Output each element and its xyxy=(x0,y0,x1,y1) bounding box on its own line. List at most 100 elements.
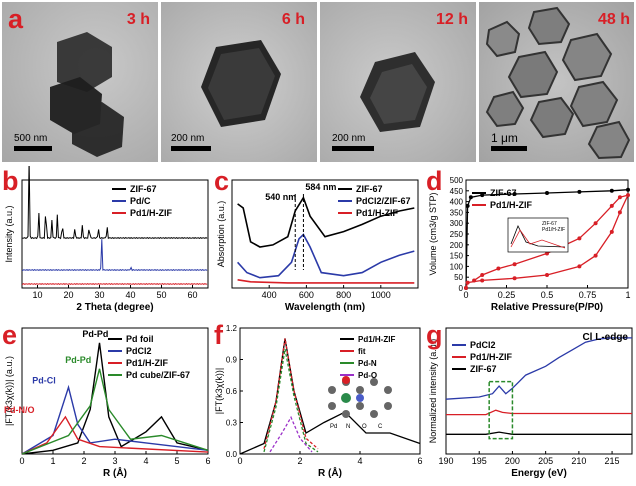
series-line-1 xyxy=(263,338,319,450)
scale-bar xyxy=(332,146,374,151)
x-axis-label: Energy (eV) xyxy=(511,468,567,479)
x-axis-label: Relative Pressure(P/P0) xyxy=(491,302,603,313)
data-point xyxy=(480,278,485,283)
scale-bar xyxy=(491,146,527,151)
plot-frame xyxy=(231,179,419,289)
legend-entry: PdCl2 xyxy=(126,346,152,356)
x-tick-label: 40 xyxy=(125,290,135,300)
tem-particle-6h xyxy=(201,40,281,127)
legend-entry: Pd1/H-ZIF xyxy=(126,358,169,368)
scale-label: 1 μm xyxy=(491,131,518,145)
data-point xyxy=(609,188,614,193)
scale-bar xyxy=(14,146,52,151)
x-tick-label: 1000 xyxy=(371,290,391,300)
annotation: Pd-Pd xyxy=(82,329,108,339)
tem-particle-12h xyxy=(360,52,435,132)
series-line-2 xyxy=(22,282,208,286)
structure-legend-entry: Pd xyxy=(330,424,337,430)
x-tick-label: 1 xyxy=(625,290,630,300)
legend-entry: ZIF-67 xyxy=(130,184,157,194)
x-tick-label: 50 xyxy=(156,290,166,300)
legend-entry: Pd1/H-ZIF xyxy=(470,352,513,362)
data-point xyxy=(512,192,517,197)
legend-entry: Pd-N xyxy=(358,359,377,368)
x-tick-label: 4 xyxy=(357,456,362,466)
panel-label-f: f xyxy=(214,320,224,350)
annotation: 540 nm xyxy=(265,192,296,202)
series-line-1 xyxy=(22,239,208,272)
x-tick-label: 0.5 xyxy=(541,290,554,300)
scale-label: 200 nm xyxy=(332,133,366,144)
annotation: 584 nm xyxy=(305,182,336,192)
uv-vis-chart: 400 600 800 1000 Wavelength (nm) Absorption (… xyxy=(214,166,419,313)
panel-label-e: e xyxy=(2,320,17,350)
y-axis-label: Volume (cm3/g STP) xyxy=(428,192,438,275)
scale-bar xyxy=(171,146,211,151)
legend-entry: Pd cube/ZIF-67 xyxy=(126,370,190,380)
pd-atom xyxy=(341,393,351,403)
x-tick-label: 20 xyxy=(63,290,73,300)
x-tick-label: 1 xyxy=(50,456,55,466)
y-tick-label: 0.9 xyxy=(226,356,238,365)
carbon-atom xyxy=(328,402,336,410)
data-point xyxy=(593,253,598,258)
legend-entry: fit xyxy=(358,347,366,356)
y-tick-label: 200 xyxy=(450,241,464,250)
n2-isotherm-chart: 0 0.25 0.5 0.75 1 Relative Pressure(P/P0) Volu… xyxy=(426,166,631,313)
carbon-atom xyxy=(370,410,378,418)
y-tick-label: 0 xyxy=(459,284,464,293)
cl-ledge-chart: 190 195 200 205 210 215 Energy (eV) Normalized … xyxy=(426,320,633,479)
data-point xyxy=(512,276,517,281)
annotation: Pd-Pd xyxy=(65,355,91,365)
x-tick-label: 6 xyxy=(417,456,422,466)
structure-legend-entry: O xyxy=(362,424,367,430)
data-point xyxy=(617,210,622,215)
exafs-chart: 0 1 2 3 4 5 6 R (Å) |FT(k3χ(k))| (a.u.) Pd-Pd Pd-P… xyxy=(2,320,211,479)
data-point xyxy=(545,190,549,195)
y-tick-label: 500 xyxy=(450,176,464,185)
time-label-3h: 3 h xyxy=(126,11,150,28)
x-tick-label: 210 xyxy=(571,456,586,466)
inset-legend-entry: Pd1/H-ZIF xyxy=(542,227,565,233)
x-axis-label: 2 Theta (degree) xyxy=(76,302,153,313)
carbon-atom xyxy=(342,410,350,418)
data-point xyxy=(480,273,485,278)
x-tick-label: 400 xyxy=(262,290,277,300)
y-tick-label: 350 xyxy=(450,208,464,217)
y-tick-label: 100 xyxy=(450,262,464,271)
series-line-2 xyxy=(446,431,632,435)
series-line-0 xyxy=(239,338,421,455)
y-tick-label: 300 xyxy=(450,219,464,228)
series-line-0 xyxy=(21,166,208,240)
data-point xyxy=(464,286,468,290)
x-tick-label: 30 xyxy=(94,290,104,300)
y-tick-label: 150 xyxy=(450,252,464,261)
y-tick-label: 1.2 xyxy=(226,324,238,333)
legend-entry: PdCl2 xyxy=(470,340,496,350)
y-tick-label: 50 xyxy=(454,273,463,282)
panel-label-b: b xyxy=(2,166,19,196)
plot-frame xyxy=(21,179,209,289)
plot-frame xyxy=(21,327,209,455)
x-tick-label: 4 xyxy=(143,456,148,466)
data-point xyxy=(609,229,614,234)
scale-label: 200 nm xyxy=(171,133,205,144)
pd-site-structure: Pd N O C xyxy=(328,376,392,430)
data-point xyxy=(593,221,598,226)
y-tick-label: 400 xyxy=(450,198,464,207)
inset-legend-entry: ZIF-67 xyxy=(542,221,557,227)
x-tick-label: 215 xyxy=(605,456,620,466)
x-axis-label: R (Å) xyxy=(103,466,127,479)
legend-entry: Pd1/H-ZIF xyxy=(356,208,399,218)
y-tick-label: 0.0 xyxy=(226,450,238,459)
x-axis-label: Wavelength (nm) xyxy=(285,302,365,313)
data-point xyxy=(577,189,582,194)
data-point xyxy=(496,266,501,271)
tem-image-3h: a 3 h 500 nm xyxy=(2,2,158,162)
x-tick-label: 5 xyxy=(174,456,179,466)
oxygen-atom xyxy=(342,376,350,384)
x-tick-label: 800 xyxy=(336,290,351,300)
chart-title: Cl L-edge xyxy=(582,332,628,343)
data-point xyxy=(617,195,622,200)
x-tick-label: 0 xyxy=(19,456,24,466)
